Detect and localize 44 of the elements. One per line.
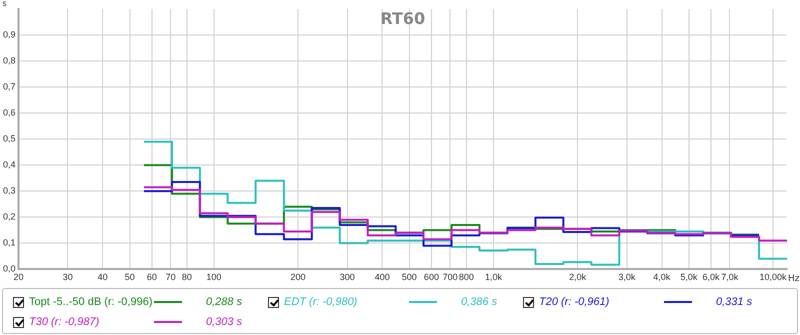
y-tick-label: 0,6: [2, 108, 16, 118]
chart-title: RT60: [380, 9, 426, 28]
text: Topt -5..-50 dB (r: -0,996): [29, 296, 154, 308]
x-tick-label: 100: [206, 272, 222, 282]
x-tick-label: 4,0k: [653, 272, 671, 282]
x-tick-label: 700: [442, 272, 458, 282]
x-tick-label: 2,0k: [569, 272, 587, 282]
x-tick-label: 3,0k: [618, 272, 636, 282]
x-tick-label: 80: [182, 272, 192, 282]
x-tick-label: 6,0k: [702, 272, 720, 282]
x-tick-label: 50: [124, 272, 135, 282]
text: 0,288 s: [206, 296, 242, 308]
text: T20 (r: -0,961): [539, 296, 610, 308]
x-tick-label: 500: [402, 272, 417, 282]
x-tick-label: 7,0k: [721, 272, 739, 282]
x-tick-label: 300: [340, 272, 355, 282]
x-tick-label: 600: [424, 272, 439, 282]
x-tick-label: 30: [62, 272, 73, 282]
x-tick-label: 400: [374, 272, 390, 282]
x-tick-label: 40: [98, 272, 108, 282]
y-tick-label: 0,7: [2, 82, 16, 92]
y-tick-label: 0,2: [2, 212, 16, 222]
text: EDT (r: -0,980): [284, 296, 358, 308]
x-tick-label: 800: [458, 272, 474, 282]
y-tick-label: 0,3: [2, 186, 16, 196]
y-tick-label: 0,9: [2, 30, 16, 40]
x-tick-label: 1,0k: [484, 272, 502, 282]
text: T30 (r: -0,987): [29, 316, 100, 328]
text: 0,303 s: [206, 316, 242, 328]
y-tick-label: 0,1: [2, 238, 16, 248]
y-tick-label: 0,5: [2, 134, 16, 144]
text: 0,386 s: [461, 296, 498, 308]
text: 0,331 s: [716, 296, 752, 308]
y-tick-label: 0,8: [2, 56, 16, 66]
x-tick-label: 20: [14, 272, 24, 282]
x-axis-title: Hz: [788, 274, 800, 284]
x-tick-label: 10,00k: [760, 272, 788, 282]
y-tick-label: 0,0: [2, 264, 16, 274]
y-tick-label: 0,4: [2, 160, 16, 170]
y-axis-title: s: [2, 0, 7, 8]
x-tick-label: 5,0k: [680, 272, 698, 282]
x-tick-label: 70: [166, 272, 176, 282]
x-tick-label: 60: [146, 272, 157, 282]
x-tick-label: 200: [290, 272, 306, 282]
